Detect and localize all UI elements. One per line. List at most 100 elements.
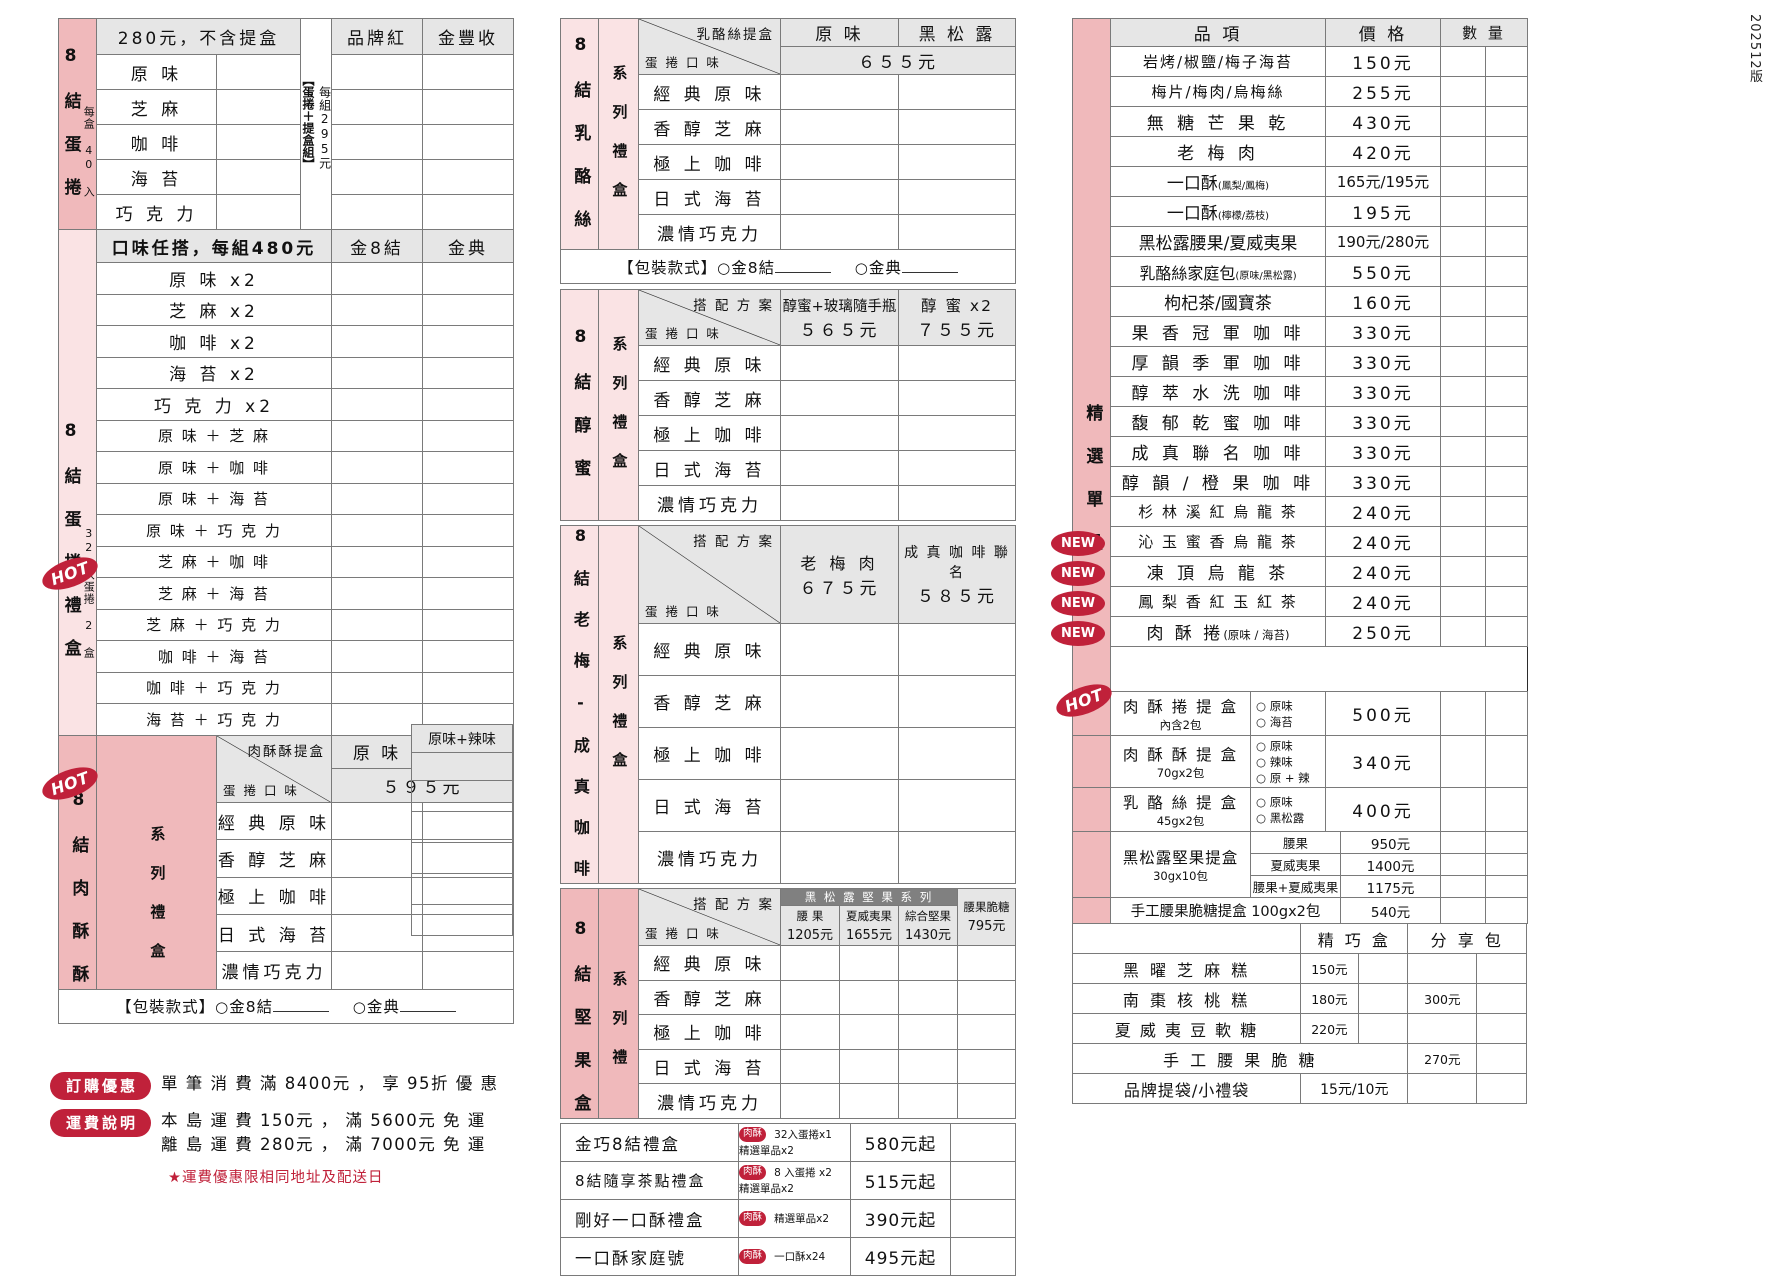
qty-cell[interactable] [898,415,1016,451]
qty-cell[interactable] [422,608,515,641]
qty-cell[interactable] [1485,46,1528,77]
qty-cell[interactable] [1440,406,1486,437]
qty-cell[interactable] [957,1083,1017,1119]
opt-jindian[interactable]: 金典 [868,258,902,277]
qty-cell[interactable] [780,944,840,981]
qty-cell[interactable] [1440,735,1486,788]
qty-cell[interactable] [331,913,424,953]
qty-cell[interactable] [331,545,424,578]
qty-cell[interactable] [950,1161,1016,1200]
qty-cell[interactable] [897,979,959,1016]
item-row[interactable]: 馥 郁 乾 蜜 咖 啡 330元 [1073,406,1528,437]
item-row[interactable]: 梅片/梅肉/烏梅絲 255元 [1073,76,1528,107]
qty-cell[interactable] [780,345,899,381]
option-choices[interactable]: ○ 原味 ○ 黑松露 [1250,787,1326,832]
qty-cell[interactable] [950,1199,1016,1238]
qty-cell[interactable] [1440,526,1486,557]
qty-cell[interactable] [780,74,899,110]
option-choices[interactable]: ○ 原味 ○ 辣味 ○ 原 + 辣 [1250,735,1326,788]
qty-cell[interactable] [331,671,424,704]
qty-cell[interactable] [1485,853,1528,876]
qty-cell[interactable] [839,979,899,1016]
qty-cell[interactable] [331,839,424,878]
item-row[interactable]: 岩烤/椒鹽/梅子海苔 150元 [1073,46,1528,77]
qty-cell[interactable] [1440,586,1486,617]
qty-cell[interactable] [422,951,515,990]
qty-cell[interactable] [1485,831,1528,854]
qty-cell[interactable] [1440,875,1486,898]
qty-cell[interactable] [1485,196,1528,227]
qty-cell[interactable] [422,545,515,578]
qty-cell[interactable] [331,703,424,736]
item-row[interactable]: 鳳 梨 香 紅 玉 紅 茶 240元 [1073,586,1528,617]
set-row[interactable]: 剛好一口酥禮盒 肉酥 精選單品x2 390元起 [560,1199,1016,1238]
qty-cell[interactable] [1476,1013,1527,1044]
qty-cell[interactable] [215,124,302,160]
qty-cell[interactable] [1476,953,1527,984]
qty-cell[interactable] [411,811,513,843]
qty-cell[interactable] [331,54,424,90]
qty-cell[interactable] [1485,586,1528,617]
item-row[interactable]: 無 糖 芒 果 乾 430元 [1073,106,1528,137]
opt-jin8[interactable]: 金8結 [731,258,776,277]
qty-cell[interactable] [331,89,424,125]
qty-cell[interactable] [422,293,515,326]
qty-cell[interactable] [331,159,424,195]
qty-cell[interactable] [780,1083,840,1119]
qty-cell[interactable] [422,640,515,673]
qty-cell[interactable] [780,179,899,215]
qty-cell[interactable] [422,577,515,610]
option-choices[interactable]: ○ 原味 ○ 海苔 [1250,691,1326,736]
qty-cell[interactable] [1357,1013,1409,1044]
item-row[interactable]: 果 香 冠 軍 咖 啡 330元 [1073,316,1528,347]
qty-cell[interactable] [331,451,424,484]
qty-cell[interactable] [1440,226,1486,257]
qty-cell[interactable] [957,1048,1017,1085]
qty-cell[interactable] [1485,556,1528,587]
qty-cell[interactable] [411,780,513,812]
qty-cell[interactable] [331,801,424,841]
qty-cell[interactable] [898,74,1016,110]
qty-cell[interactable] [897,1083,959,1119]
qty-cell[interactable] [1440,691,1486,736]
qty-cell[interactable] [898,450,1016,486]
qty-cell[interactable] [1440,376,1486,407]
qty-cell[interactable] [1440,316,1486,347]
qty-cell[interactable] [1485,256,1528,287]
qty-cell[interactable] [215,159,302,195]
qty-cell[interactable] [780,214,899,250]
qty-cell[interactable] [897,1048,959,1085]
qty-cell[interactable] [780,485,899,521]
qty-cell[interactable] [1440,787,1486,832]
qty-cell[interactable] [898,109,1016,145]
item-row[interactable]: 沁 玉 蜜 香 烏 龍 茶 240元 [1073,526,1528,557]
option-item-row[interactable]: 乳 酪 絲 提 盒 45gx2包 ○ 原味 ○ 黑松露 400元 [1072,787,1528,832]
qty-cell[interactable] [1485,376,1528,407]
qty-cell[interactable] [780,109,899,145]
qty-cell[interactable] [1440,136,1486,167]
qty-cell[interactable] [1485,136,1528,167]
qty-cell[interactable] [1476,1043,1527,1074]
qty-cell[interactable] [422,514,515,547]
qty-cell[interactable] [780,830,899,885]
set-row[interactable]: 金巧8結禮盒 肉酥 32入蛋捲x1 精選單品x2 580元起 [560,1123,1016,1162]
qty-cell[interactable] [1485,496,1528,527]
qty-cell[interactable] [898,727,1016,780]
set-row[interactable]: 一口酥家庭號 肉酥 一口酥x24 495元起 [560,1237,1016,1276]
qty-cell[interactable] [215,89,302,125]
qty-cell[interactable] [331,577,424,610]
qty-cell[interactable] [422,159,515,195]
qty-cell[interactable] [780,450,899,486]
item-row[interactable]: 成 真 聯 名 咖 啡 330元 [1073,436,1528,467]
qty-cell[interactable] [780,623,899,677]
option-item-row[interactable]: 肉 酥 捲 提 盒 內含2包 ○ 原味 ○ 海苔 500元 [1072,691,1528,736]
qty-cell[interactable] [1440,897,1486,924]
qty-cell[interactable] [1476,1073,1527,1104]
qty-cell[interactable] [1485,787,1528,832]
qty-cell[interactable] [215,194,302,230]
bottom-row[interactable]: 南 棗 核 桃 糕 180元 300元 [1071,983,1527,1014]
qty-cell[interactable] [780,144,899,180]
qty-cell[interactable] [1440,166,1486,197]
qty-cell[interactable] [1485,466,1528,497]
qty-cell[interactable] [1485,875,1528,898]
